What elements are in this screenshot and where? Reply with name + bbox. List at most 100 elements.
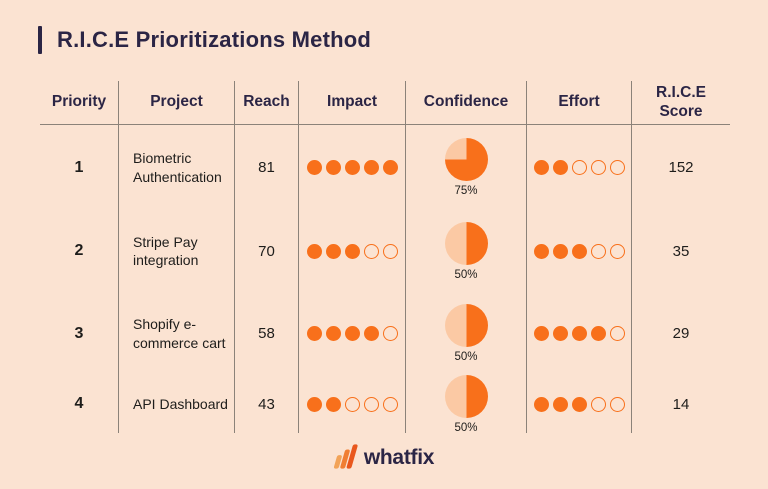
title-block: R.I.C.E Prioritizations Method — [38, 26, 371, 54]
filled-dot-icon — [533, 243, 549, 259]
filled-dot-icon — [552, 396, 568, 412]
empty-dot-icon — [590, 160, 606, 175]
footer: whatfix — [0, 444, 768, 471]
column-header-effort: Effort — [527, 81, 632, 125]
reach-cell: 81 — [235, 125, 299, 210]
filled-dot-icon — [571, 326, 587, 341]
confidence-pie-group: 75% — [444, 138, 488, 197]
effort-cell — [527, 210, 632, 292]
confidence-cell: 75% — [406, 125, 527, 210]
logo-bar-1 — [333, 455, 342, 469]
column-header-label: R.I.C.E Score — [656, 83, 706, 120]
column-header-reach: Reach — [235, 81, 299, 125]
column-header-label: Effort — [558, 93, 600, 111]
filled-dot-icon — [325, 243, 341, 259]
empty-dot-icon — [382, 396, 398, 412]
empty-dot-icon — [609, 160, 625, 175]
confidence-cell: 50% — [406, 210, 527, 292]
project-cell: Stripe Pay integration — [119, 210, 235, 292]
confidence-cell: 50% — [406, 374, 527, 434]
filled-dot-icon — [344, 160, 360, 175]
impact-cell — [299, 292, 406, 375]
filled-dot-icon — [571, 243, 587, 259]
confidence-percent-label: 75% — [454, 185, 478, 197]
filled-dot-icon — [344, 326, 360, 341]
page-title: R.I.C.E Prioritizations Method — [57, 27, 372, 52]
filled-dot-icon — [382, 160, 398, 175]
empty-dot-icon — [382, 243, 398, 259]
logo-bar-2 — [340, 449, 350, 469]
empty-dot-icon — [363, 243, 379, 259]
effort-cell — [527, 292, 632, 375]
empty-dot-icon — [382, 326, 398, 341]
priority-cell: 3 — [40, 292, 119, 375]
empty-dot-icon — [363, 396, 379, 412]
empty-dot-icon — [609, 243, 625, 259]
filled-dot-icon — [552, 160, 568, 175]
filled-dot-icon — [306, 243, 322, 259]
impact-rating-dots — [306, 326, 398, 341]
column-header-label: Confidence — [423, 93, 509, 111]
empty-dot-icon — [344, 396, 360, 412]
effort-cell — [527, 375, 632, 433]
confidence-pie-chart — [444, 138, 488, 181]
confidence-pie-chart — [444, 304, 488, 347]
impact-cell — [299, 125, 406, 210]
filled-dot-icon — [590, 326, 606, 341]
column-header-confidence: Confidence — [406, 81, 527, 125]
reach-cell: 43 — [235, 375, 299, 433]
effort-rating-dots — [533, 396, 625, 412]
rice-score-cell: 35 — [672, 242, 690, 260]
reach-cell: 58 — [235, 292, 299, 375]
rice-score-cell: 29 — [672, 325, 690, 342]
filled-dot-icon — [533, 160, 549, 175]
filled-dot-icon — [571, 396, 587, 412]
column-header-impact: Impact — [299, 81, 406, 125]
title-accent-bar — [38, 26, 42, 54]
project-cell: Biometric Authentication — [119, 125, 235, 210]
confidence-cell: 50% — [406, 292, 527, 375]
priority-cell: 2 — [40, 210, 119, 292]
reach-cell: 70 — [235, 210, 299, 292]
filled-dot-icon — [306, 396, 322, 412]
confidence-pie-group: 50% — [444, 304, 488, 363]
confidence-percent-label: 50% — [454, 421, 478, 434]
filled-dot-icon — [306, 160, 322, 175]
filled-dot-icon — [533, 326, 549, 341]
column-header-rice-score: R.I.C.E Score — [632, 81, 730, 125]
column-header-label: Reach — [243, 93, 290, 111]
empty-dot-icon — [590, 396, 606, 412]
column-header-label: Impact — [327, 93, 377, 111]
confidence-pie-group: 50% — [444, 221, 488, 281]
empty-dot-icon — [609, 396, 625, 412]
whatfix-logo-icon — [333, 444, 358, 469]
priority-cell: 1 — [40, 125, 119, 210]
filled-dot-icon — [325, 396, 341, 412]
empty-dot-icon — [609, 326, 625, 341]
whatfix-logo-text: whatfix — [363, 445, 435, 469]
impact-rating-dots — [306, 160, 398, 175]
impact-cell — [299, 210, 406, 292]
confidence-percent-label: 50% — [454, 268, 478, 281]
filled-dot-icon — [533, 396, 549, 412]
confidence-pie-chart — [444, 374, 488, 418]
effort-cell — [527, 125, 632, 210]
whatfix-logo: whatfix — [333, 444, 435, 471]
filled-dot-icon — [363, 326, 379, 341]
empty-dot-icon — [590, 243, 606, 259]
rice-table: Priority Project Reach Impact Confidence Effo… — [40, 81, 730, 434]
project-cell: API Dashboard — [119, 375, 235, 433]
filled-dot-icon — [306, 326, 322, 341]
filled-dot-icon — [344, 243, 360, 259]
filled-dot-icon — [363, 160, 379, 175]
empty-dot-icon — [571, 160, 587, 175]
impact-cell — [299, 375, 406, 433]
confidence-percent-label: 50% — [454, 351, 478, 363]
effort-rating-dots — [533, 326, 625, 341]
filled-dot-icon — [325, 160, 341, 175]
effort-rating-dots — [533, 160, 625, 175]
column-header-label: Project — [150, 93, 203, 111]
column-header-label: Priority — [51, 93, 107, 111]
impact-rating-dots — [306, 396, 398, 412]
filled-dot-icon — [552, 326, 568, 341]
